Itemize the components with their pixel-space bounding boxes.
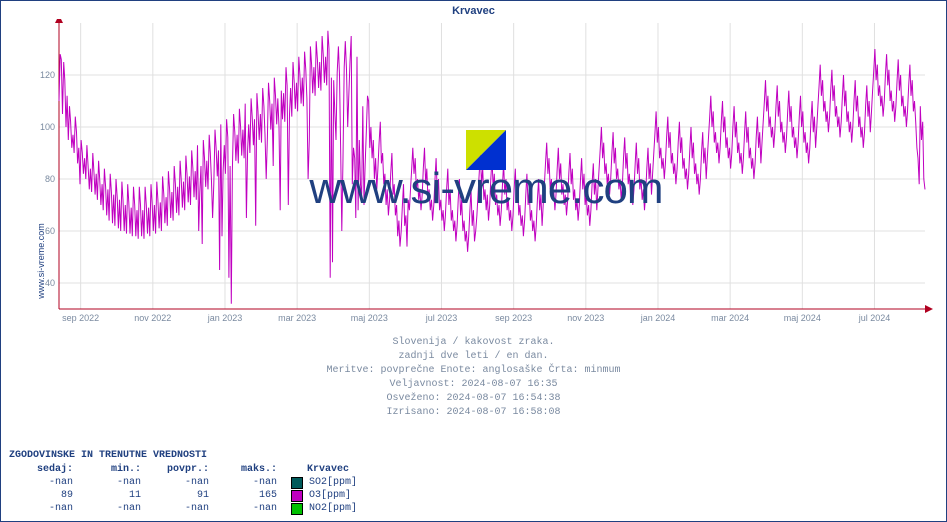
stats-cell: -nan xyxy=(213,477,281,488)
svg-text:sep 2023: sep 2023 xyxy=(495,313,532,323)
meta-line: Izrisano: 2024-08-07 16:58:08 xyxy=(1,406,946,420)
meta-line: Veljavnost: 2024-08-07 16:35 xyxy=(1,378,946,392)
stats-cell: -nan xyxy=(77,503,145,514)
stats-cell: -nan xyxy=(9,503,77,514)
stats-cell: -nan xyxy=(9,477,77,488)
watermark-text: www.si-vreme.com xyxy=(309,164,662,214)
stats-row: -nan-nan-nan-nanSO2[ppm] xyxy=(9,476,357,489)
stats-table: ZGODOVINSKE IN TRENUTNE VREDNOSTI sedaj:… xyxy=(9,450,357,515)
svg-text:mar 2023: mar 2023 xyxy=(278,313,316,323)
stats-table-title: ZGODOVINSKE IN TRENUTNE VREDNOSTI xyxy=(9,450,357,461)
stats-row: 891191165 O3[ppm] xyxy=(9,489,357,502)
svg-text:120: 120 xyxy=(40,70,55,80)
pollutant-label: O3[ppm] xyxy=(309,490,351,501)
svg-text:nov 2023: nov 2023 xyxy=(567,313,604,323)
color-swatch xyxy=(291,477,303,489)
stats-cell: -nan xyxy=(145,503,213,514)
svg-text:jul 2024: jul 2024 xyxy=(858,313,891,323)
stats-col-header: sedaj: xyxy=(9,464,77,475)
pollutant-label: NO2[ppm] xyxy=(309,503,357,514)
stats-cell: 11 xyxy=(77,490,145,501)
chart-area: 40 60 80 100 120 sep 2022 nov 2022 jan 2023 mar … xyxy=(37,19,935,329)
color-swatch xyxy=(291,503,303,515)
svg-text:jan 2023: jan 2023 xyxy=(207,313,243,323)
stats-cell: 91 xyxy=(145,490,213,501)
stats-cell: -nan xyxy=(77,477,145,488)
stats-location-header: Krvavec xyxy=(307,464,349,475)
stats-row: -nan-nan-nan-nanNO2[ppm] xyxy=(9,502,357,515)
svg-text:nov 2022: nov 2022 xyxy=(134,313,171,323)
svg-text:maj 2023: maj 2023 xyxy=(351,313,388,323)
stats-col-header: povpr.: xyxy=(145,464,213,475)
page-root: www.si-vreme.com Krvavec 40 60 80 100 120 sep… xyxy=(0,0,947,522)
stats-table-header-row: sedaj:min.:povpr.:maks.: Krvavec xyxy=(9,463,357,476)
svg-text:40: 40 xyxy=(45,278,55,288)
stats-cell: -nan xyxy=(145,477,213,488)
svg-text:maj 2024: maj 2024 xyxy=(784,313,821,323)
meta-line: Meritve: povprečne Enote: anglosaške Črt… xyxy=(1,364,946,378)
chart-title: Krvavec xyxy=(1,5,946,17)
svg-text:80: 80 xyxy=(45,174,55,184)
meta-line: Osveženo: 2024-08-07 16:54:38 xyxy=(1,392,946,406)
svg-text:sep 2022: sep 2022 xyxy=(62,313,99,323)
svg-text:jan 2024: jan 2024 xyxy=(640,313,676,323)
meta-line: Slovenija / kakovost zraka. xyxy=(1,336,946,350)
svg-text:mar 2024: mar 2024 xyxy=(711,313,749,323)
svg-text:jul 2023: jul 2023 xyxy=(425,313,458,323)
stats-col-header: min.: xyxy=(77,464,145,475)
meta-line: zadnji dve leti / en dan. xyxy=(1,350,946,364)
svg-text:60: 60 xyxy=(45,226,55,236)
svg-text:100: 100 xyxy=(40,122,55,132)
color-swatch xyxy=(291,490,303,502)
pollutant-label: SO2[ppm] xyxy=(309,477,357,488)
stats-cell: -nan xyxy=(213,503,281,514)
chart-metadata: Slovenija / kakovost zraka.zadnji dve le… xyxy=(1,336,946,420)
stats-cell: 89 xyxy=(9,490,77,501)
stats-cell: 165 xyxy=(213,490,281,501)
stats-col-header: maks.: xyxy=(213,464,281,475)
